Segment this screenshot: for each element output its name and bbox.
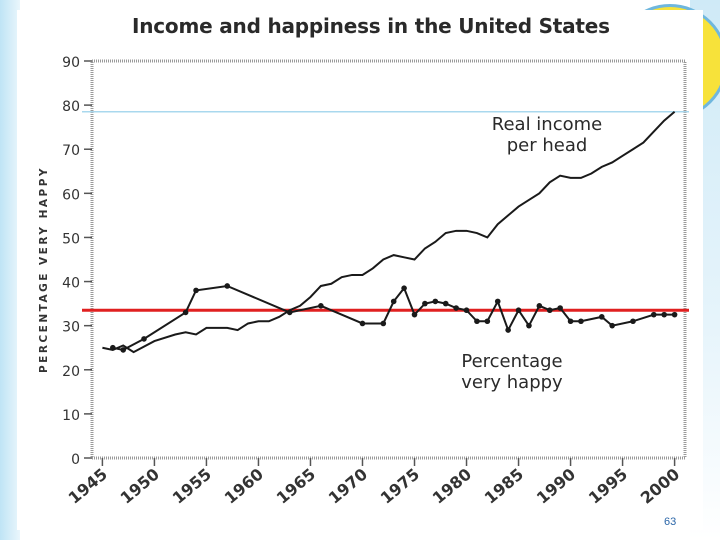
x-tick-label: 1950: [117, 465, 163, 508]
y-tick-label: 50: [62, 231, 80, 247]
happiness-point: [110, 344, 116, 351]
page-number: 63: [664, 516, 677, 528]
happiness-point: [671, 311, 678, 318]
happiness-point: [120, 347, 127, 353]
happiness-point: [526, 322, 532, 329]
happiness-point: [598, 314, 605, 320]
happiness-point: [546, 307, 553, 314]
x-tick-label: 1990: [533, 465, 579, 508]
happiness-point: [650, 311, 657, 318]
y-tick-label: 60: [62, 187, 80, 203]
y-tick-label: 90: [62, 55, 80, 71]
slide-left-band: [0, 0, 20, 540]
income-line: [102, 110, 676, 354]
chart-figure: Income and happiness in the United State…: [17, 10, 703, 530]
y-tick-label: 20: [62, 364, 80, 380]
happiness-point: [359, 320, 366, 327]
happiness-point: [380, 320, 387, 327]
y-tick-label: 40: [62, 276, 80, 292]
x-tick-label: 1965: [273, 465, 319, 508]
plot-frame: [90, 59, 687, 460]
happiness-point: [422, 300, 428, 307]
happiness-point: [557, 305, 563, 311]
y-tick-label: 70: [62, 143, 80, 159]
happiness-point: [401, 285, 407, 291]
y-tick-label: 30: [62, 320, 80, 336]
happiness-point: [630, 318, 636, 325]
happiness-point: [463, 307, 470, 314]
happiness-point: [567, 318, 574, 325]
happiness-point: [505, 327, 511, 333]
income-series-label: Real income: [492, 114, 602, 135]
income-series-label: per head: [507, 135, 588, 156]
happiness-point: [432, 298, 439, 305]
happiness-point: [318, 303, 324, 309]
x-tick-label: 1955: [169, 465, 215, 508]
y-axis-title: PERCENTAGE VERY HAPPY: [38, 166, 50, 373]
happiness-series-label: Percentage: [461, 351, 562, 372]
x-tick-label: 1985: [481, 465, 527, 508]
happiness-point: [141, 336, 147, 342]
x-tick-label: 1960: [221, 465, 267, 508]
happiness-point: [442, 300, 449, 307]
happiness-point: [661, 311, 667, 318]
happiness-point: [494, 298, 501, 305]
happiness-point: [609, 322, 615, 329]
happiness-series-label: very happy: [461, 372, 563, 393]
happiness-point: [474, 318, 480, 325]
happiness-point: [515, 307, 522, 314]
happiness-point: [224, 283, 231, 289]
x-tick-label: 1945: [65, 465, 111, 508]
happiness-point: [484, 318, 491, 325]
happiness-line: [112, 284, 675, 351]
happiness-point: [286, 309, 293, 316]
x-tick-label: 1975: [377, 465, 423, 508]
x-tick-label: 1995: [585, 465, 631, 508]
happiness-point: [578, 318, 584, 325]
happiness-point: [390, 298, 397, 305]
x-tick-label: 1980: [429, 465, 475, 508]
y-tick-label: 10: [62, 408, 80, 424]
y-tick-label: 0: [71, 452, 80, 468]
x-tick-label: 2000: [637, 465, 683, 508]
happiness-point: [453, 305, 459, 311]
happiness-point: [536, 303, 543, 309]
happiness-point: [411, 311, 418, 318]
happiness-point: [182, 309, 189, 316]
happiness-point: [193, 287, 199, 294]
x-tick-label: 1970: [325, 465, 371, 508]
chart-title: Income and happiness in the United State…: [132, 14, 610, 38]
y-tick-label: 80: [62, 99, 80, 115]
